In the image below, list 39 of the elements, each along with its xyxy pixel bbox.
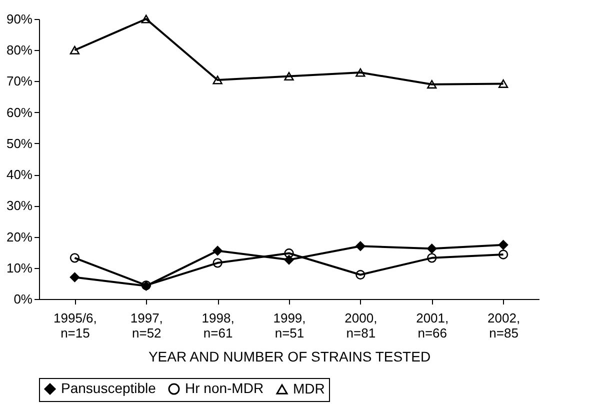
x-axis-title: YEAR AND NUMBER OF STRAINS TESTED: [148, 348, 431, 364]
x-tick-label: 1999, n=51: [273, 310, 306, 340]
point: [356, 68, 366, 77]
point: [70, 46, 80, 54]
y-tick-label: 70%: [6, 74, 33, 89]
point: [498, 240, 508, 250]
point: [498, 79, 508, 88]
point: [427, 244, 437, 254]
point: [212, 246, 222, 256]
y-tick-label: 40%: [6, 167, 33, 182]
point: [212, 258, 222, 268]
point: [284, 72, 294, 81]
point: [70, 272, 80, 282]
y-tick-label: 10%: [6, 260, 33, 276]
y-tick-label: 0%: [14, 292, 33, 306]
x-tick-label: 2002, n=85: [488, 310, 520, 340]
point: [212, 76, 222, 84]
y-tick-label: 90%: [6, 12, 33, 26]
point: [427, 253, 437, 263]
point: [70, 253, 80, 263]
x-tick-label: 1997, n=52: [130, 310, 163, 340]
legend-label: Pansusceptible: [61, 380, 156, 396]
y-tick-label: 80%: [6, 42, 33, 58]
point: [427, 80, 437, 89]
y-tick-label: 20%: [6, 229, 33, 244]
y-tick-label: 60%: [6, 104, 33, 120]
point: [284, 248, 294, 258]
x-tick-label: 1998, n=61: [202, 310, 234, 340]
y-tick-label: 30%: [6, 198, 33, 214]
y-tick-label: 50%: [6, 136, 33, 151]
legend-label: MDR: [293, 380, 325, 396]
point: [356, 270, 366, 280]
point: [498, 250, 508, 260]
x-tick-label: 1995/6, n=15: [54, 310, 97, 340]
x-tick-label: 2001, n=66: [416, 310, 449, 340]
point: [356, 241, 366, 251]
x-tick-label: 2000, n=81: [344, 310, 378, 340]
point: [141, 14, 151, 24]
legend-label: Hr non-MDR: [185, 380, 264, 396]
